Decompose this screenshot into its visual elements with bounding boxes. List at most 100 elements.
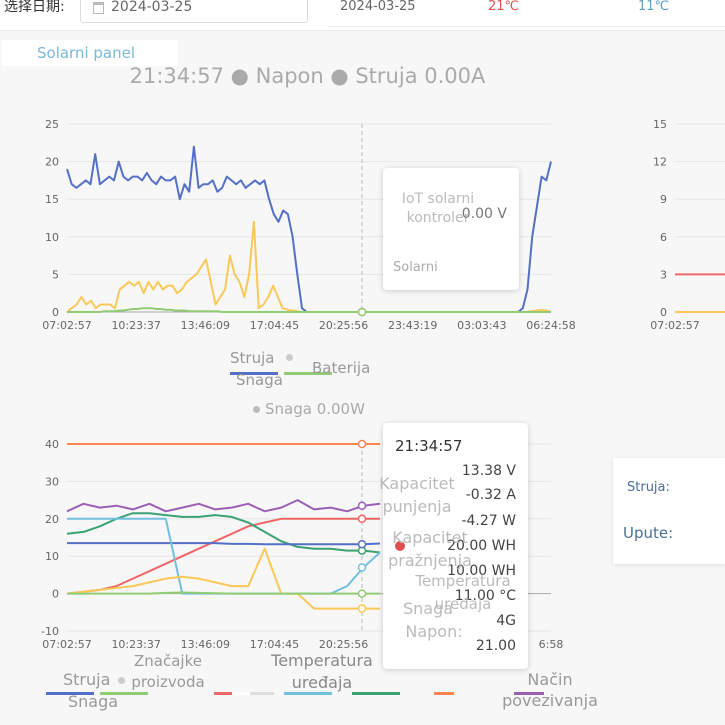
legend-label-nacin[interactable]: Način povezivanja: [502, 670, 598, 710]
y-tick-label: 15: [45, 193, 59, 206]
calendar-icon: [93, 2, 104, 14]
series-line: [66, 517, 380, 595]
legend-line-green: [284, 372, 332, 375]
x-tick-label: 17:04:45: [250, 638, 299, 651]
tooltip-subtitle: Solarni: [393, 260, 438, 275]
legend-label-baterija[interactable]: Baterija: [312, 359, 371, 377]
legend-line-blue: [230, 372, 278, 375]
x-tick-label: 10:23:37: [111, 319, 160, 332]
date-label: 选择日期:: [4, 0, 65, 15]
x-tick-label: 17:04:45: [250, 319, 299, 332]
series-point: [357, 439, 367, 449]
x-tick-label: 23:43:19: [388, 319, 437, 332]
chart-tooltip-bottom: 21:34:57 13.38 V -0.32 A -4.27 W 20.00 W…: [383, 423, 528, 669]
tooltip-label-temperatura: Temperatura uređaja: [415, 572, 511, 613]
tooltip-label-kapacitet-praznjenja: Kapacitet pražnjenja: [388, 528, 472, 570]
chart-tooltip-top: IoT solarni kontroler 0.00 V Solarni: [383, 168, 519, 290]
legend-label-struja[interactable]: Struja: [63, 670, 111, 689]
x-tick-label: 13:46:09: [181, 319, 230, 332]
series-point: [357, 501, 367, 510]
panel-tab-title[interactable]: Solarni panel: [2, 40, 178, 66]
y-tick-label: 0: [660, 306, 667, 319]
y-tick-label: 10: [45, 231, 59, 244]
y-tick-label: 40: [45, 438, 59, 451]
tooltip-row-value: 21.00: [475, 638, 516, 654]
chart-caption: Snaga 0.00W: [265, 400, 365, 418]
series-line: [67, 307, 551, 313]
series-line: [66, 547, 380, 610]
side-line-chart: 0 3 6 9 12 15 07:02:57: [650, 118, 725, 332]
series-point: [357, 514, 367, 524]
tooltip-label-napon: Napon:: [405, 622, 463, 641]
y-tick-label: 10: [45, 550, 59, 563]
legend-line: [100, 692, 148, 695]
series-point: [357, 589, 367, 598]
tooltip-title: IoT solarni kontroler: [401, 191, 475, 226]
tooltip-label-snaga: Snaga: [402, 599, 454, 618]
y-tick-label: 0: [52, 306, 59, 319]
legend-line: [434, 692, 454, 695]
series-line: [67, 591, 380, 595]
legend-label-snaga[interactable]: Snaga: [236, 371, 283, 389]
legend-line: [514, 692, 544, 695]
side-label-upute[interactable]: Upute:: [623, 524, 674, 542]
tooltip-row-value: -0.32 A: [465, 487, 516, 503]
y-tick-label: 9: [660, 193, 667, 206]
series-point: [357, 539, 367, 549]
x-tick-label: 13:46:09: [181, 638, 230, 651]
y-tick-label: 3: [660, 268, 667, 281]
chart-header-text: 21:34:57 ● Napon ● Struja 0.00A: [129, 64, 486, 88]
date-picker-value: 2024-03-25: [111, 0, 193, 15]
x-tick-label: 07:02:57: [42, 638, 91, 651]
x-tick-label: 10:23:37: [111, 638, 160, 651]
tooltip-label-kapacitet-punjenja: Kapacitet punjenja: [379, 474, 455, 516]
y-tick-label: 0: [52, 588, 59, 601]
tooltip-row-value: 20.00 WH: [447, 538, 516, 554]
x-tick-label: 07:02:57: [650, 319, 699, 332]
caption-dot-icon: [253, 406, 260, 413]
legend-label-struja[interactable]: Struja: [230, 349, 275, 367]
y-tick-label: 25: [45, 118, 59, 131]
y-tick-label: 20: [45, 513, 59, 526]
legend-dot-icon: [118, 677, 125, 684]
legend-label-snaga[interactable]: Snaga: [68, 692, 119, 711]
legend-line: [352, 692, 400, 695]
header-bar: 选择日期: 2024-03-25 2024-03-25 21℃ 11℃: [0, 0, 725, 31]
series-marker-icon: [395, 541, 405, 551]
summary-temp-low: 11℃: [638, 0, 670, 14]
legend-line: [46, 692, 94, 695]
x-tick-label: 6:58: [539, 638, 564, 651]
legend-line: [284, 692, 332, 695]
y-tick-label: 30: [45, 475, 59, 488]
tooltip-row-value: 4G: [496, 613, 516, 629]
date-picker[interactable]: 2024-03-25: [80, 0, 308, 23]
legend-label-znacajke[interactable]: Značajke proizvoda: [131, 652, 205, 691]
x-tick-label: 06:24:58: [526, 319, 575, 332]
tooltip-row-value: 13.38 V: [461, 463, 516, 479]
tooltip-row-value: 10.00 WH: [447, 563, 516, 579]
summary-date: 2024-03-25: [340, 0, 416, 14]
y-tick-label: 6: [660, 231, 667, 244]
x-tick-label: 07:02:57: [42, 319, 91, 332]
tooltip-row-value: -4.27 W: [461, 513, 516, 529]
y-tick-label: -10: [41, 625, 59, 638]
y-tick-label: 20: [45, 156, 59, 169]
tooltip-row-value: 11.00 °C: [454, 588, 516, 604]
x-tick-label: 20:25:56: [319, 319, 368, 332]
series-line: [67, 542, 381, 546]
summary-row: 2024-03-25 21℃ 11℃: [328, 0, 725, 27]
series-point: [357, 604, 367, 613]
tooltip-value: 0.00 V: [461, 206, 507, 222]
legend-line: [214, 692, 274, 695]
summary-temp-high: 21℃: [488, 0, 520, 14]
y-tick-label: 5: [52, 268, 59, 281]
y-tick-label: 15: [653, 118, 667, 131]
series-line: [66, 499, 381, 513]
side-label-struja: Struja:: [627, 480, 670, 495]
legend-label-temperatura[interactable]: Temperatura uređaja: [271, 651, 373, 692]
side-info-card: Struja: Upute:: [613, 458, 725, 564]
series-point: [357, 563, 367, 572]
x-tick-label: 03:03:43: [457, 319, 506, 332]
legend-dot-icon: [286, 354, 293, 361]
